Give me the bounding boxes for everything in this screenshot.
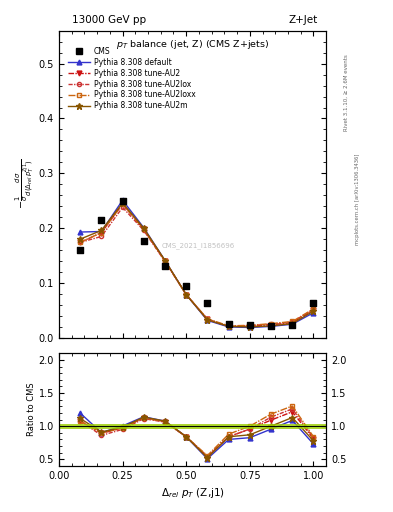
Text: Z+Jet: Z+Jet xyxy=(289,14,318,25)
X-axis label: $\Delta_{rel}$ $p_T$ (Z,j1): $\Delta_{rel}$ $p_T$ (Z,j1) xyxy=(161,486,224,500)
Point xyxy=(289,321,296,329)
Legend: CMS, Pythia 8.308 default, Pythia 8.308 tune-AU2, Pythia 8.308 tune-AU2lox, Pyth: CMS, Pythia 8.308 default, Pythia 8.308 … xyxy=(66,44,198,114)
Point xyxy=(226,320,232,328)
Point xyxy=(204,299,211,307)
Point xyxy=(98,216,105,224)
Text: Rivet 3.1.10, ≥ 2.6M events: Rivet 3.1.10, ≥ 2.6M events xyxy=(343,54,348,131)
Point xyxy=(77,246,83,254)
Text: 13000 GeV pp: 13000 GeV pp xyxy=(72,14,147,25)
Point xyxy=(119,197,126,205)
Point xyxy=(141,237,147,245)
Point xyxy=(247,321,253,329)
Y-axis label: Ratio to CMS: Ratio to CMS xyxy=(27,383,36,436)
Text: mcplots.cern.ch [arXiv:1306.3436]: mcplots.cern.ch [arXiv:1306.3436] xyxy=(355,154,360,245)
Point xyxy=(183,282,189,290)
Text: $p_T$ balance (jet, Z) (CMS Z+jets): $p_T$ balance (jet, Z) (CMS Z+jets) xyxy=(116,38,269,51)
Y-axis label: $-\frac{1}{\sigma}\frac{d\sigma}{d(\Delta_{rel}\,p_T^{Zj1})}$: $-\frac{1}{\sigma}\frac{d\sigma}{d(\Delt… xyxy=(14,159,36,209)
Point xyxy=(162,262,168,270)
Point xyxy=(310,299,317,307)
Text: CMS_2021_I1856696: CMS_2021_I1856696 xyxy=(161,242,235,249)
Point xyxy=(268,322,274,330)
